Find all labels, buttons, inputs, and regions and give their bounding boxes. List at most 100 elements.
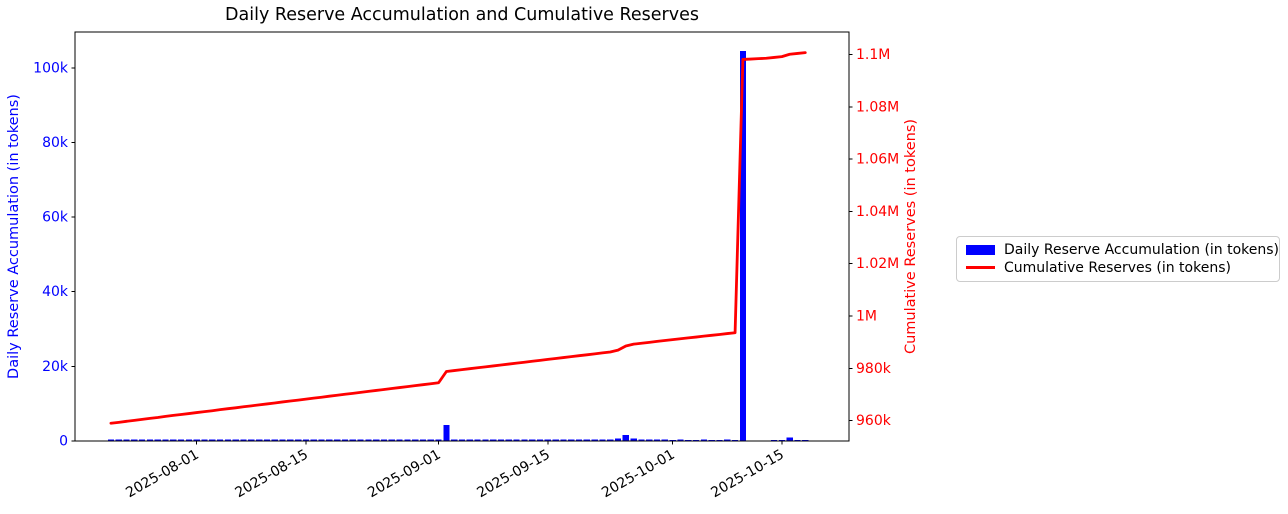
daily-bar <box>435 439 442 441</box>
right-tick-label: 1M <box>856 308 877 324</box>
daily-bar <box>482 439 489 441</box>
daily-bar <box>326 439 333 441</box>
right-tick-label: 960k <box>856 413 892 429</box>
left-tick-label: 80k <box>42 135 69 151</box>
daily-bar <box>419 439 427 441</box>
daily-bar <box>248 439 255 441</box>
daily-bar <box>505 439 512 441</box>
daily-bar <box>583 439 590 441</box>
daily-bar <box>388 439 395 441</box>
daily-bar <box>591 439 598 441</box>
daily-bar <box>599 439 606 441</box>
daily-bar <box>669 439 676 441</box>
daily-bar <box>451 439 458 441</box>
daily-bars <box>107 51 809 441</box>
daily-bar <box>630 438 637 441</box>
daily-bar <box>521 439 528 441</box>
right-y-axis-label: Cumulative Reserves (in tokens) <box>903 118 919 355</box>
daily-bar <box>474 439 481 441</box>
left-tick-label: 20k <box>42 359 69 375</box>
left-tick-label: 0 <box>59 434 68 450</box>
daily-bar <box>490 439 497 441</box>
daily-bar <box>209 439 216 441</box>
left-y-axis-label: Daily Reserve Accumulation (in tokens) <box>6 94 22 379</box>
x-tick-label: 2025-10-15 <box>708 447 786 502</box>
daily-bar <box>638 439 645 441</box>
daily-bar <box>443 424 450 441</box>
left-tick-label: 40k <box>42 284 69 300</box>
daily-bar <box>778 439 786 441</box>
legend-item-cumulative: Cumulative Reserves (in tokens) <box>966 260 1270 276</box>
daily-bar <box>544 439 551 441</box>
daily-bar <box>396 439 403 441</box>
daily-bar <box>427 439 434 441</box>
daily-bar <box>607 439 614 441</box>
daily-bar <box>724 439 731 441</box>
cumulative-line <box>109 51 807 425</box>
daily-bar <box>365 439 372 441</box>
daily-bar <box>653 439 661 441</box>
daily-bar <box>287 439 294 441</box>
x-tick-label: 2025-08-15 <box>232 447 310 502</box>
legend-label-daily: Daily Reserve Accumulation (in tokens) <box>1004 242 1280 259</box>
daily-bar <box>568 439 575 441</box>
daily-bar <box>466 439 473 441</box>
daily-bar <box>131 439 138 441</box>
daily-bar <box>529 439 536 441</box>
daily-bar <box>646 439 653 441</box>
daily-bar <box>263 439 271 441</box>
daily-bar <box>677 439 684 441</box>
axes-frame <box>74 31 850 442</box>
daily-bar <box>794 439 801 441</box>
daily-bar <box>716 439 723 441</box>
daily-bar <box>193 439 200 441</box>
daily-bar <box>404 439 411 441</box>
daily-bar <box>146 439 154 441</box>
daily-bar <box>497 439 505 441</box>
daily-bar <box>185 439 193 441</box>
right-tick-label: 980k <box>856 361 892 377</box>
daily-bar <box>256 439 263 441</box>
right-axis-ticks: 960k 980k 1M 1.02M 1.04M 1.06M 1.08M 1.1M <box>849 47 899 429</box>
daily-bar <box>217 439 224 441</box>
legend-label-cumulative: Cumulative Reserves (in tokens) <box>1004 259 1231 276</box>
daily-bar <box>685 439 692 441</box>
daily-bar <box>224 439 232 441</box>
daily-bar <box>661 439 668 441</box>
legend-daily-bar-swatch-icon <box>966 245 995 256</box>
chart-title: Daily Reserve Accumulation and Cumulativ… <box>225 5 699 25</box>
daily-bar <box>318 439 325 441</box>
daily-bar <box>692 439 700 441</box>
daily-bar <box>513 439 520 441</box>
daily-bar <box>341 439 349 441</box>
daily-bar <box>138 439 146 441</box>
daily-bar <box>731 439 739 441</box>
daily-bar <box>154 439 161 441</box>
x-tick-label: 2025-08-01 <box>123 447 201 502</box>
daily-bar <box>700 439 707 441</box>
right-tick-label: 1.02M <box>856 256 899 272</box>
daily-bar <box>560 439 567 441</box>
left-tick-label: 100k <box>33 60 69 76</box>
left-tick-label: 60k <box>42 210 69 226</box>
daily-bar <box>349 439 356 441</box>
right-tick-label: 1.06M <box>856 152 899 168</box>
daily-bar <box>107 439 115 441</box>
daily-bar <box>357 439 364 441</box>
daily-bar <box>310 439 317 441</box>
legend: Daily Reserve Accumulation (in tokens) C… <box>956 236 1280 282</box>
daily-bar <box>373 439 380 441</box>
daily-bar <box>536 439 544 441</box>
right-tick-label: 1.1M <box>856 47 890 63</box>
daily-bar <box>232 439 239 441</box>
daily-bar <box>162 439 169 441</box>
daily-bar <box>575 439 583 441</box>
daily-bar <box>412 439 419 441</box>
daily-bar <box>786 437 793 441</box>
daily-bar <box>458 439 466 441</box>
daily-bar <box>240 439 247 441</box>
daily-bar <box>302 439 310 441</box>
legend-cumulative-line-swatch-icon <box>966 266 995 270</box>
daily-bar <box>170 439 177 441</box>
